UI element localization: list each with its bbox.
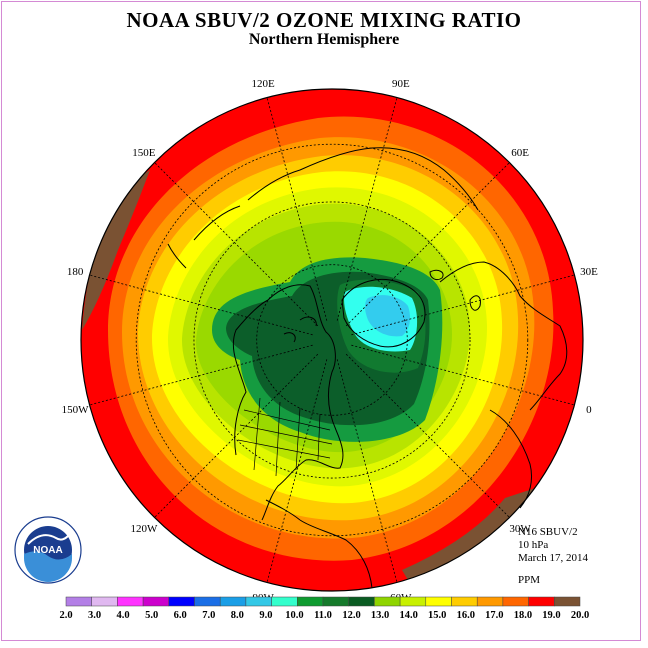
colorbar-swatch	[194, 596, 221, 607]
meridian-line	[351, 274, 575, 336]
colorbar-swatch	[142, 596, 170, 607]
coastlines	[167, 147, 568, 589]
colorbar-tick-label: 3.0	[88, 610, 101, 621]
longitude-label: 120W	[130, 523, 158, 535]
colorbar-swatch	[476, 596, 504, 607]
colorbar-swatch	[245, 596, 272, 607]
longitude-labels: 90E60E30E030W60W90W120W150W180150E120E	[62, 78, 598, 604]
colorbar-swatch	[322, 596, 349, 607]
longitude-label: 90E	[392, 78, 410, 90]
noaa-logo: NOAA	[14, 516, 82, 584]
colorbar-tick-label: 19.0	[542, 610, 560, 621]
meridian-line	[266, 359, 328, 583]
latitude-circle	[193, 201, 471, 479]
graticule	[89, 97, 575, 583]
colorbar-tick-label: 6.0	[174, 610, 187, 621]
colorbar-swatch	[528, 596, 555, 607]
page-title: NOAA SBUV/2 OZONE MIXING RATIO	[126, 8, 522, 32]
coast-asia	[247, 147, 479, 211]
meridian-line	[154, 353, 319, 518]
colorbar-swatch	[168, 596, 195, 607]
coast-central-america	[265, 499, 301, 521]
colorbar-swatch	[425, 596, 452, 607]
globe-outline	[80, 88, 584, 592]
coast-asia-east	[167, 205, 241, 269]
coast-europe	[439, 261, 568, 411]
colorbar-tick-label: 17.0	[485, 610, 503, 621]
longitude-label: 150E	[132, 147, 156, 159]
colorbar-swatch	[374, 596, 401, 607]
coast-iceland	[429, 269, 444, 281]
colorbar-swatch	[91, 596, 118, 607]
colorbar-tick-label: 13.0	[371, 610, 389, 621]
date-label: March 17, 2014	[518, 552, 588, 564]
coast-arctic-islands	[283, 316, 317, 343]
latitude-circle	[135, 143, 529, 537]
longitude-label: 30W	[509, 523, 531, 535]
colorbar-tick-label: 2.0	[59, 610, 72, 621]
longitude-label: 180	[67, 266, 84, 278]
colorbar: 2.0 3.0 4.0 5.0 6.0 7.0 8.0 9.0 10.0 11.0 12.0 13.0…	[59, 596, 589, 621]
meridian-line	[345, 162, 510, 327]
longitude-label: 0	[586, 404, 592, 416]
page-subtitle: Northern Hemisphere	[248, 31, 400, 48]
instrument-label: N16 SBUV/2	[518, 526, 578, 538]
latitude-circle	[256, 264, 408, 416]
coast-south-america	[299, 519, 373, 589]
coast-us-states-grid	[237, 397, 333, 477]
colorbar-tick-label: 11.0	[314, 610, 332, 621]
colorbar-swatch	[219, 596, 247, 607]
colorbar-swatch	[271, 596, 298, 607]
colorbar-tick-label: 8.0	[231, 610, 244, 621]
meridian-line	[336, 97, 398, 321]
meridian-line	[154, 162, 319, 327]
colorbar-tick-label: 16.0	[457, 610, 475, 621]
coast-africa	[489, 409, 533, 509]
longitude-label: 30E	[580, 266, 598, 278]
meridian-line	[89, 344, 313, 406]
image-frame	[1, 1, 641, 641]
units-label: PPM	[518, 574, 541, 586]
colorbar-swatch	[65, 596, 92, 607]
colorbar-tick-label: 5.0	[145, 610, 158, 621]
colorbar-tick-label: 18.0	[514, 610, 532, 621]
colorbar-swatch	[554, 596, 581, 607]
coast-uk	[469, 295, 481, 311]
meridian-line	[345, 353, 510, 518]
meridian-line	[336, 359, 398, 583]
pressure-level-label: 10 hPa	[518, 539, 549, 551]
longitude-label: 60E	[511, 147, 529, 159]
meridian-line	[351, 344, 575, 406]
colorbar-swatch	[399, 596, 427, 607]
coast-greenland	[341, 279, 426, 348]
colorbar-tick-label: 7.0	[202, 610, 215, 621]
meridian-line	[266, 97, 328, 321]
colorbar-tick-label: 12.0	[342, 610, 360, 621]
colorbar-swatch	[348, 596, 375, 607]
longitude-label: 150W	[62, 404, 90, 416]
colorbar-tick-label: 9.0	[259, 610, 272, 621]
longitude-label: 120E	[252, 78, 276, 90]
noaa-logo-name: NOAA	[33, 545, 62, 556]
colorbar-swatch	[451, 596, 478, 607]
colorbar-tick-label: 15.0	[428, 610, 446, 621]
colorbar-tick-label: 14.0	[399, 610, 417, 621]
coast-north-america	[232, 284, 344, 521]
colorbar-tick-label: 4.0	[117, 610, 130, 621]
colorbar-swatch	[297, 596, 324, 607]
meridian-line	[89, 274, 313, 336]
colorbar-tick-label: 20.0	[571, 610, 589, 621]
colorbar-swatch	[502, 596, 529, 607]
ozone-band-20-northwest	[82, 170, 150, 330]
colorbar-tick-label: 10.0	[285, 610, 303, 621]
info-block: N16 SBUV/2 10 hPa March 17, 2014	[518, 526, 588, 565]
colorbar-swatch	[117, 596, 144, 607]
